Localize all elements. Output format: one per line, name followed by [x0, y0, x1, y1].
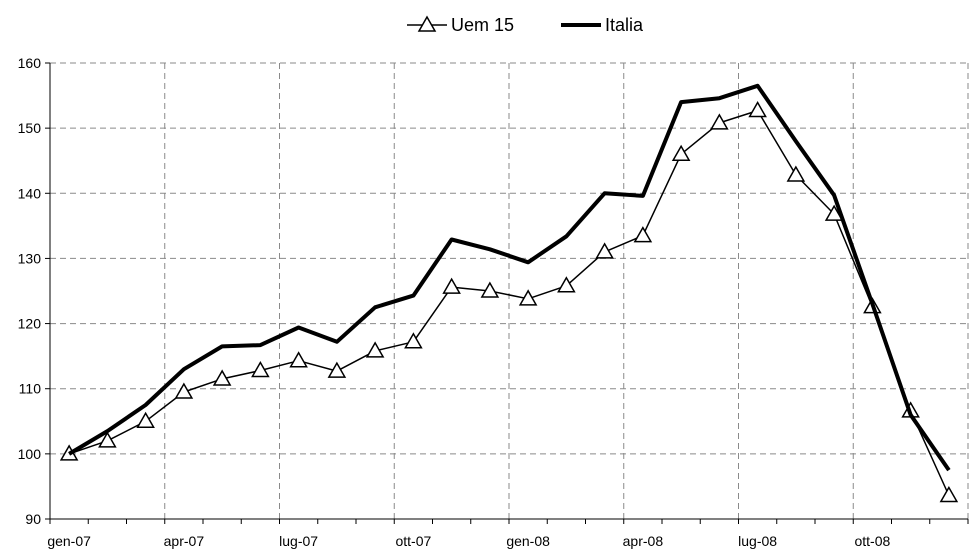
data-point-marker	[671, 144, 691, 161]
y-tick-label: 150	[18, 120, 42, 136]
data-point-marker	[748, 101, 767, 118]
data-point-marker	[251, 360, 270, 378]
tick-labels: 90 100 110 120 130 140 150 160 gen-07 apr-07 lug-0…	[18, 55, 891, 549]
x-tick-label: lug-07	[279, 533, 318, 549]
grid-lines	[50, 62, 969, 519]
x-tick-label: ott-07	[395, 533, 431, 549]
data-point-marker	[710, 113, 729, 130]
data-point-marker	[98, 431, 117, 448]
series-lines	[59, 83, 959, 503]
x-tick-label: gen-07	[47, 533, 91, 549]
legend: Uem 15 Italia	[407, 15, 644, 35]
x-tick-label: ott-08	[854, 533, 890, 549]
x-tick-label: gen-08	[506, 533, 550, 549]
data-point-marker	[442, 277, 461, 294]
y-tick-label: 130	[18, 250, 42, 266]
data-point-marker	[518, 289, 538, 306]
data-point-marker	[939, 486, 959, 503]
axes	[45, 62, 969, 524]
legend-label: Italia	[605, 15, 644, 35]
data-point-marker	[633, 226, 653, 243]
legend-marker	[417, 15, 437, 32]
data-point-marker	[480, 281, 500, 298]
data-point-marker	[327, 361, 347, 378]
data-point-marker	[786, 165, 806, 182]
y-tick-label: 100	[18, 446, 42, 462]
x-tick-label: apr-07	[164, 533, 205, 549]
series-line-italia	[68, 83, 951, 472]
data-point-marker	[136, 411, 155, 429]
data-point-marker	[595, 242, 614, 259]
y-tick-label: 90	[25, 511, 41, 527]
y-tick-label: 110	[19, 381, 42, 397]
data-point-marker	[212, 369, 232, 386]
data-point-marker	[365, 341, 385, 358]
y-tick-label: 120	[18, 316, 42, 332]
x-tick-label: lug-08	[738, 533, 777, 549]
data-point-marker	[174, 382, 194, 399]
legend-label: Uem 15	[451, 15, 514, 35]
data-point-marker	[404, 332, 423, 349]
data-point-marker	[824, 204, 844, 221]
x-tick-label: apr-08	[623, 533, 664, 549]
data-point-marker	[557, 276, 576, 293]
data-point-marker	[289, 351, 308, 368]
y-tick-label: 140	[18, 185, 42, 201]
y-tick-label: 160	[18, 55, 42, 71]
